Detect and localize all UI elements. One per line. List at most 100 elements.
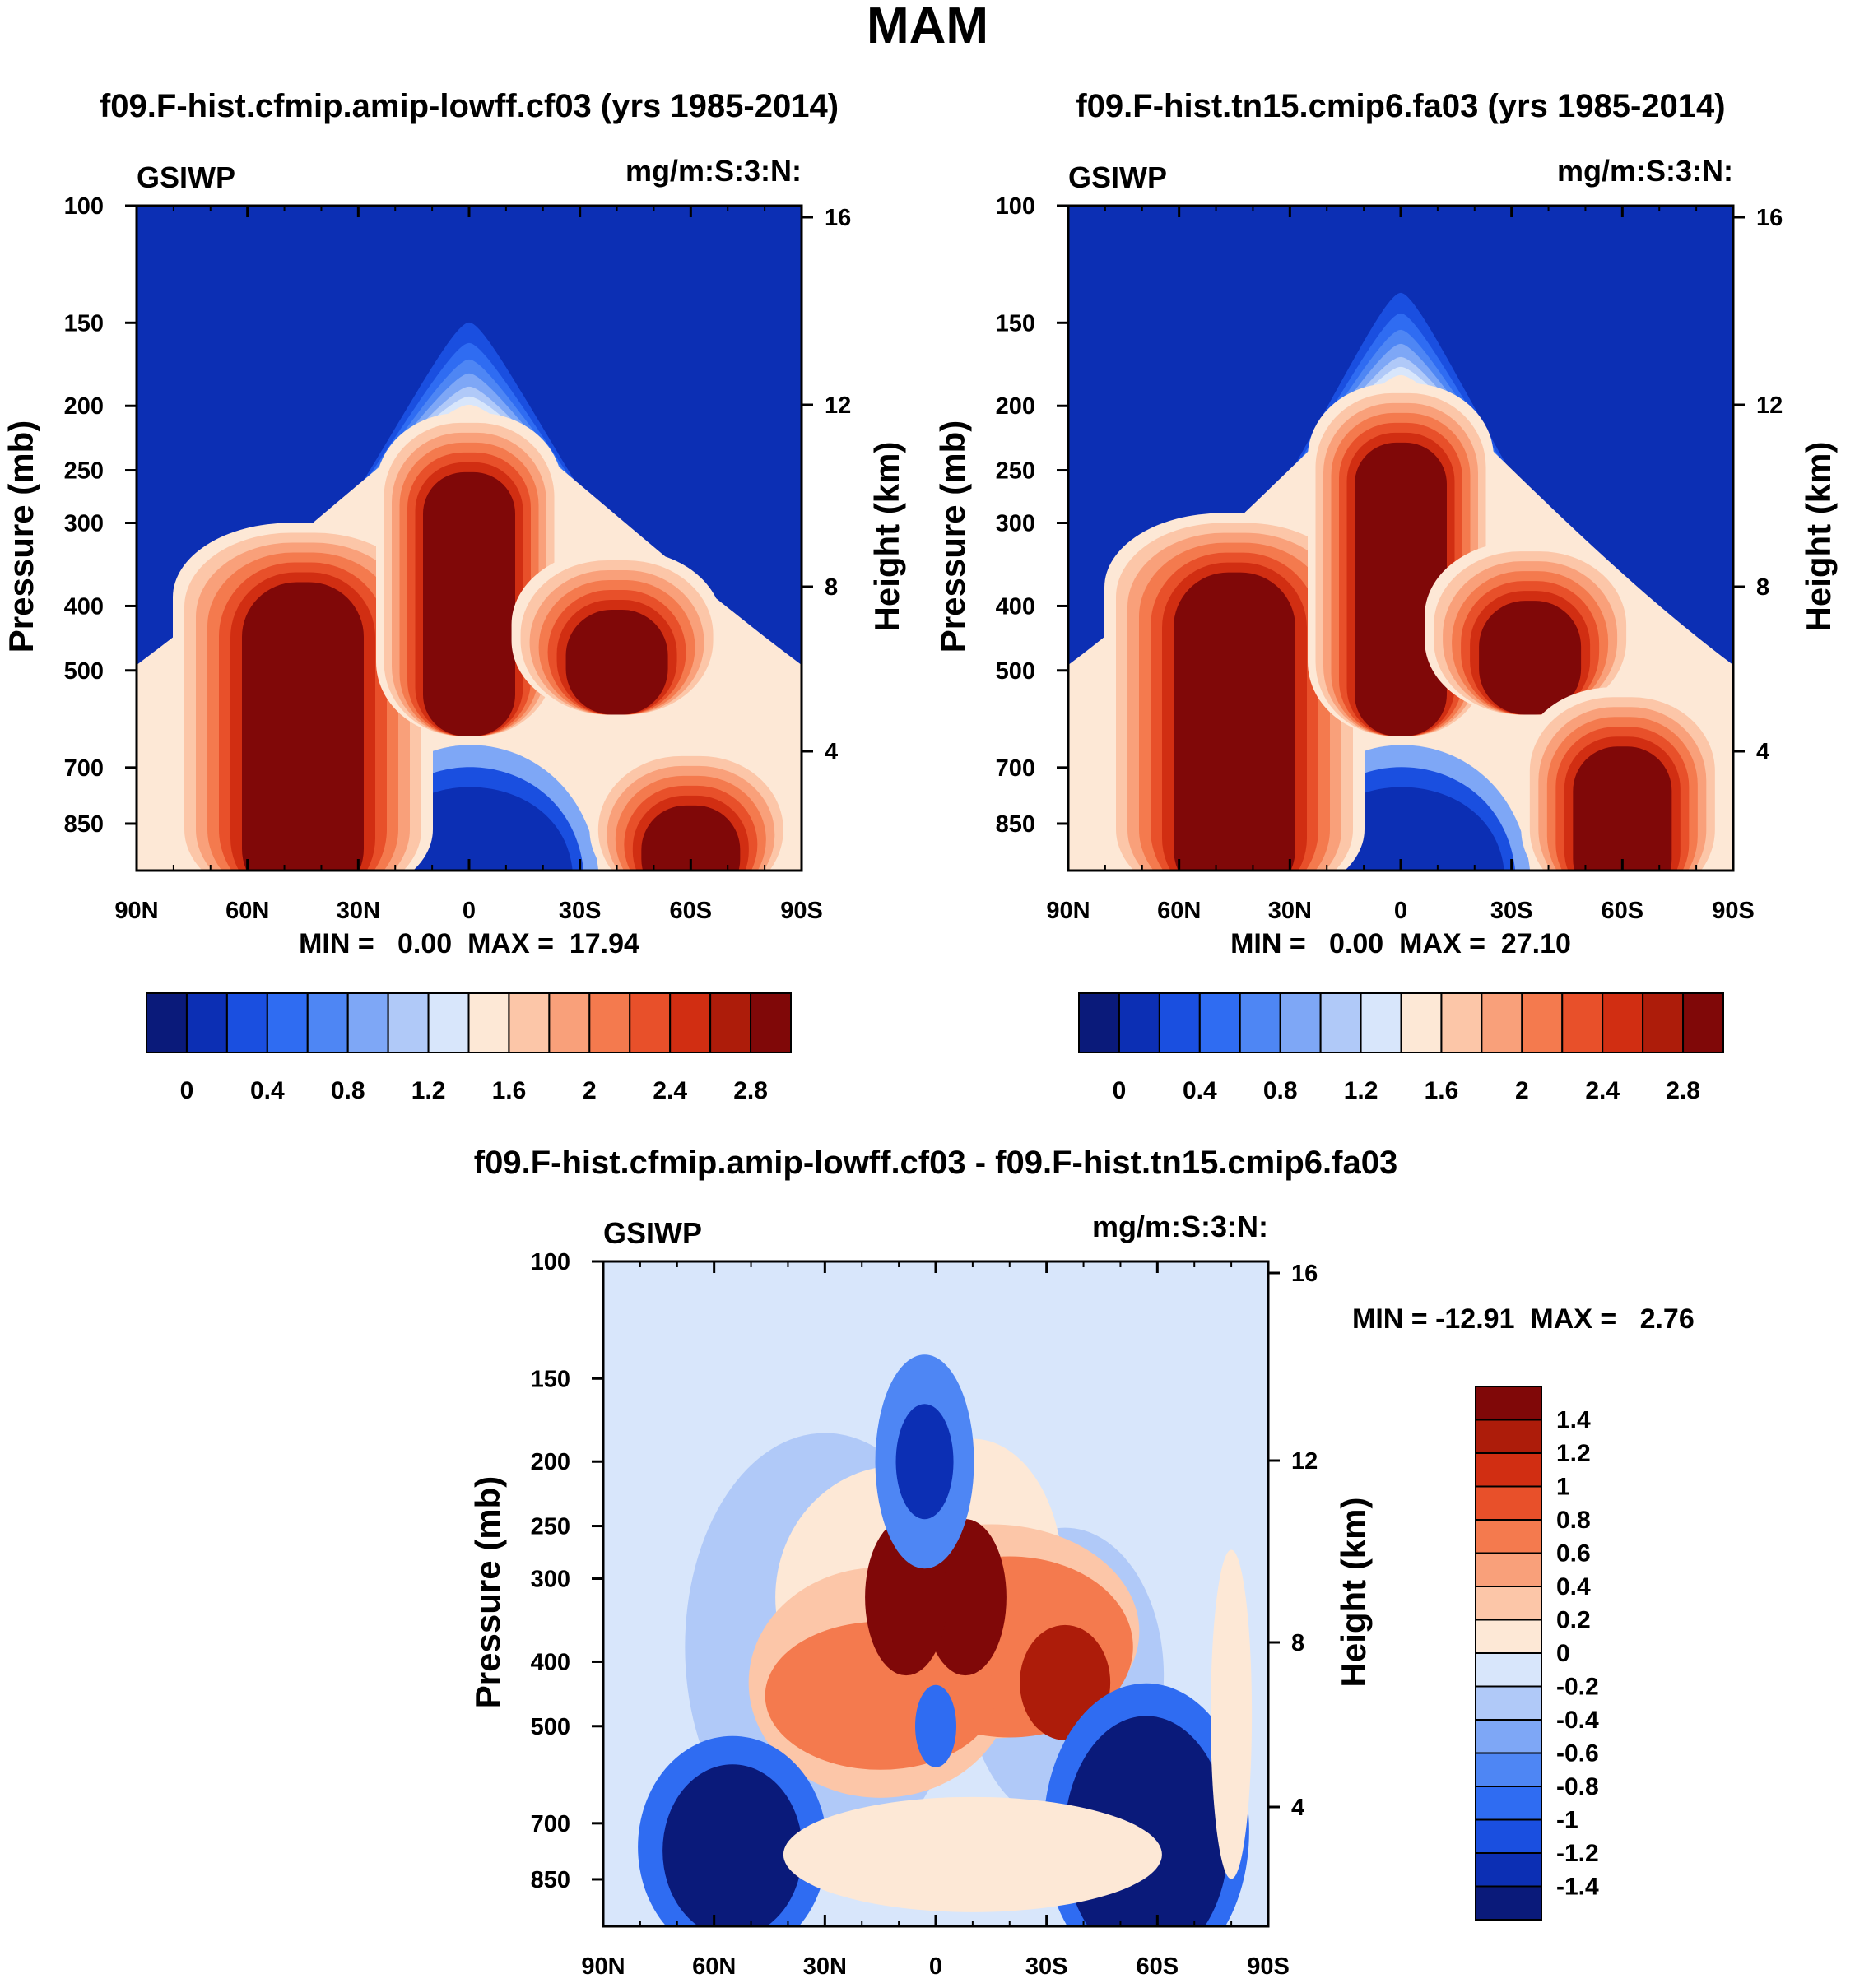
colorbar-box [387, 992, 430, 1053]
colorbar-label: 1.6 [1425, 1077, 1459, 1104]
x-tick-label: 0 [929, 1953, 942, 1980]
colorbar-box [225, 992, 268, 1053]
colorbar-label: 0.4 [250, 1077, 285, 1104]
x-tick-label: 90S [780, 898, 823, 924]
y-tick-label: 100 [64, 193, 104, 220]
plot-field [137, 206, 802, 871]
colorbar-box [1319, 992, 1362, 1053]
colorbar-label: 1 [1556, 1474, 1570, 1501]
y-tick-label: 500 [531, 1714, 570, 1740]
y-tick-label: 250 [996, 458, 1035, 485]
colorbar-label: 2.8 [733, 1077, 768, 1104]
units-label: mg/m:S:3:N: [1092, 1210, 1268, 1243]
y-tick-label: 400 [996, 593, 1035, 620]
x-tick-label: 0 [463, 898, 476, 924]
colorbar-box [1475, 1552, 1542, 1587]
colorbar-box [1475, 1386, 1542, 1421]
field-contour-nh-midlatitude-6 [1174, 572, 1295, 871]
plot-field [1068, 206, 1733, 871]
y-tick-label: 250 [64, 458, 104, 485]
colorbar-box [1475, 1452, 1542, 1488]
y-tick-label: 300 [996, 511, 1035, 537]
height-tick-label: 8 [1291, 1630, 1304, 1656]
colorbar-label: 0.4 [1183, 1077, 1217, 1104]
colorbar-box [1360, 992, 1402, 1053]
x-tick-label: 60N [692, 1953, 736, 1980]
x-tick-label: 30S [559, 898, 602, 924]
colorbar-box [1475, 1619, 1542, 1654]
panel-bottom-difference: f09.F-hist.cfmip.amip-lowff.cf03 - f09.F… [468, 1145, 1695, 1980]
colorbar-label: 2.8 [1666, 1077, 1700, 1104]
y-tick-label: 300 [531, 1567, 570, 1593]
colorbar-label: 0 [1556, 1640, 1570, 1667]
colorbar-box [1239, 992, 1281, 1053]
colorbar-box [1158, 992, 1201, 1053]
x-tick-label: 60S [1602, 898, 1644, 924]
units-label: mg/m:S:3:N: [1557, 154, 1733, 188]
colorbar-box [1642, 992, 1685, 1053]
field-contour-sh-midlatitude-6 [565, 609, 668, 715]
colorbar-box [1118, 992, 1160, 1053]
panel-title: f09.F-hist.tn15.cmip6.fa03 (yrs 1985-201… [1076, 88, 1725, 124]
colorbar-label: 0 [180, 1077, 194, 1104]
y-tick-label: 850 [531, 1867, 570, 1893]
colorbar-label: -1 [1556, 1807, 1578, 1834]
y-tick-label: 700 [996, 755, 1035, 782]
y-tick-label: 100 [531, 1249, 570, 1275]
panel-top-right: f09.F-hist.tn15.cmip6.fa03 (yrs 1985-201… [933, 88, 1838, 1104]
y-axis-title: Pressure (mb) [2, 420, 40, 653]
y-tick-label: 250 [531, 1514, 570, 1540]
colorbar-box [266, 992, 309, 1053]
x-tick-label: 90S [1712, 898, 1755, 924]
field-contour-tropical-tower-6 [1355, 442, 1447, 736]
colorbar-box [1521, 992, 1564, 1053]
y-axis-right-title: Height (km) [867, 442, 906, 632]
field-contour-nh-midlatitude-6 [242, 582, 364, 871]
y-tick-label: 850 [64, 811, 104, 838]
y-axis-title: Pressure (mb) [468, 1476, 507, 1708]
colorbar-label: -0.8 [1556, 1773, 1599, 1800]
x-tick-label: 60N [225, 898, 269, 924]
x-tick-label: 60S [670, 898, 713, 924]
colorbar-box [306, 992, 349, 1053]
colorbar-box [1475, 1652, 1542, 1688]
field-contour-12 [895, 1404, 954, 1520]
colorbar-box [346, 992, 389, 1053]
colorbar-label: -0.4 [1556, 1707, 1599, 1734]
colorbar-box [588, 992, 631, 1053]
colorbar-box [1279, 992, 1322, 1053]
height-tick-label: 8 [825, 574, 838, 601]
y-tick-label: 200 [531, 1449, 570, 1475]
height-tick-label: 12 [1291, 1448, 1318, 1475]
figure-title: MAM [867, 0, 988, 54]
y-tick-label: 150 [531, 1366, 570, 1392]
x-tick-label: 90N [581, 1953, 625, 1980]
y-tick-label: 200 [996, 393, 1035, 420]
height-tick-label: 8 [1756, 574, 1769, 601]
y-tick-label: 150 [996, 310, 1035, 337]
panel-title: f09.F-hist.cfmip.amip-lowff.cf03 (yrs 19… [100, 88, 839, 124]
field-contour-15 [662, 1764, 803, 1926]
height-tick-label: 4 [1756, 739, 1769, 765]
variable-label: GSIWP [1068, 160, 1167, 194]
colorbar-box [1475, 1419, 1542, 1454]
colorbar-box [1481, 992, 1523, 1053]
y-tick-label: 100 [996, 193, 1035, 220]
colorbar-label: 2.4 [1585, 1077, 1620, 1104]
colorbar-box [1475, 1485, 1542, 1521]
height-tick-label: 12 [1756, 392, 1783, 419]
y-tick-label: 400 [531, 1649, 570, 1675]
colorbar-box [1682, 992, 1724, 1053]
colorbar-box [1475, 1586, 1542, 1621]
x-tick-label: 30S [1490, 898, 1533, 924]
colorbar-box [1561, 992, 1604, 1053]
colorbar-box [185, 992, 228, 1053]
colorbar-box [709, 992, 752, 1053]
y-tick-label: 850 [996, 811, 1035, 838]
min-max-stats: MIN = -12.91 MAX = 2.76 [1352, 1303, 1695, 1335]
colorbar-label: 2.4 [653, 1077, 687, 1104]
colorbar-label: 0.2 [1556, 1607, 1591, 1634]
colorbar-box [1475, 1519, 1542, 1554]
x-tick-label: 90N [1046, 898, 1090, 924]
